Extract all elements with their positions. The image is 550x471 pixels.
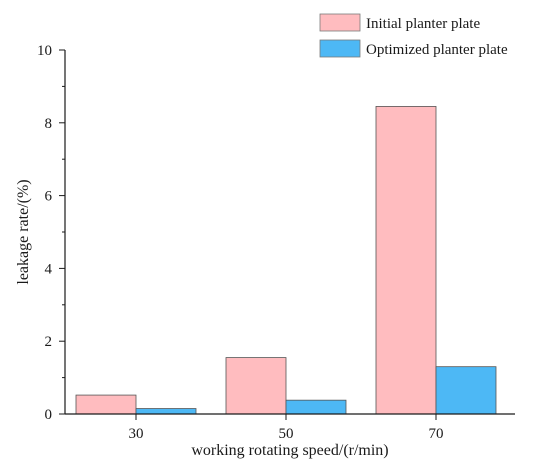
y-axis-label: leakage rate/(%) [15,179,32,284]
y-tick-label: 8 [45,116,53,132]
bar-initial-50 [225,357,287,415]
bar-initial-70 [375,106,437,415]
bars-layer [75,106,497,415]
y-tick-label: 10 [37,43,52,59]
x-tick-label: 70 [429,426,444,442]
x-tick-label: 50 [279,426,294,442]
y-tick-label: 0 [45,407,53,423]
legend-swatch-initial [319,13,361,32]
x-ticks: 30 50 70 [129,414,444,442]
bar-optimized-70 [435,366,497,415]
legend-label-optimized: Optimized planter plate [366,42,508,58]
bar-initial-30 [75,394,137,415]
x-tick-label: 30 [129,426,144,442]
bar-optimized-50 [285,399,347,415]
bar-optimized-30 [135,408,197,415]
y-ticks: 0 2 4 6 8 10 [37,43,65,423]
y-tick-label: 2 [45,334,53,350]
x-axis-label: working rotating speed/(r/min) [191,442,388,459]
legend-label-initial: Initial planter plate [366,16,480,32]
legend: Initial planter plate Optimized planter … [319,13,508,58]
legend-swatch-optimized [319,39,361,58]
y-tick-label: 6 [45,189,53,205]
y-tick-label: 4 [45,261,53,277]
axes-layer [64,50,515,415]
